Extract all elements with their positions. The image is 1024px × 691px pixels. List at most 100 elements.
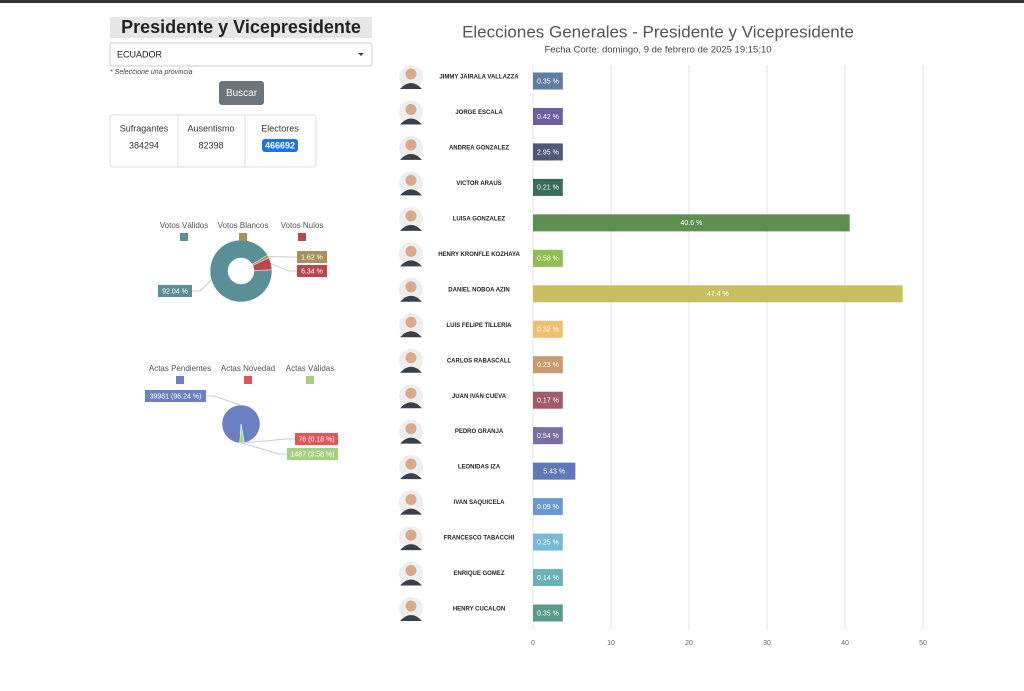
candidate-name: IVAN SAQUICELA [454,500,506,506]
value-label: 0.35 % [537,78,559,85]
value-label-bg [533,249,563,267]
value-label-bg [533,178,563,196]
avatar-body [400,118,422,125]
slice-label: 92.04 % [162,288,188,295]
legend-swatch [180,233,188,241]
stat-value: 466692 [265,140,295,150]
avatar-head [405,174,417,186]
slice-label: 1487 (3.58 %) [291,451,335,458]
value-label: 0.54 % [537,433,559,440]
avatar-head [405,352,417,364]
avatar-head [405,316,417,328]
value-label-bg [533,533,563,551]
value-label: 0.42 % [537,114,559,121]
x-tick-label: 10 [607,640,615,647]
button-label[interactable]: Buscar [226,88,258,99]
candidate-name: PEDRO GRANJA [455,429,504,435]
candidate-name: DANIEL NOBOA AZIN [448,287,509,293]
button-bg[interactable] [219,81,264,105]
province-select[interactable]: ECUADOR [109,42,373,67]
avatar-body [400,508,422,515]
avatar-head [405,139,417,151]
legend-label: Actas Pendientes [149,364,211,373]
candidate-name: LUIS FELIPE TILLERIA [446,323,512,329]
candidate-name: LEONIDAS IZA [458,465,501,471]
stat-value: 82398 [198,140,223,150]
x-tick-label: 40 [841,640,849,647]
chart-title: Elecciones Generales - Presidente y Vice… [462,22,854,41]
value-label: 0.21 % [537,185,559,192]
value-label: 0.09 % [537,504,559,511]
slice-label-bg [158,285,192,297]
legend-label: Votos Válidos [160,221,208,230]
slice-label: 39981 (96.24 %) [150,393,202,400]
value-label-bg [533,391,563,409]
avatar-body [400,189,422,196]
avatar-body [400,473,422,480]
legend-label: Votos Blancos [218,221,269,230]
select-value[interactable]: ECUADOR [117,49,163,59]
bar [533,214,850,232]
pie-slice [252,257,273,271]
avatar-head [405,423,417,435]
avatar-body [400,295,422,302]
legend-label: Actas Novedad [221,364,275,373]
stat-label: Ausentismo [187,123,234,133]
avatar-body [400,224,422,231]
select-caret[interactable] [358,53,364,56]
avatar-head [405,565,417,577]
leader-line [192,279,212,292]
value-label: 0.17 % [537,398,559,405]
leader-line [268,255,297,258]
slice-label-bg [295,433,338,445]
slice-label: 6.34 % [301,268,323,275]
legend-label: Votos Nulos [281,221,324,230]
value-label-bg [533,72,563,90]
slice-label: 1.62 % [301,254,323,261]
avatar-head [405,245,417,257]
value-label-bg [533,143,563,161]
x-tick-label: 30 [763,640,771,647]
value-label: 0.35 % [537,610,559,617]
leader-line [241,442,287,455]
legend-swatch [306,376,314,384]
candidate-name: HENRY KRONFLE KOZHAYA [438,252,520,258]
leader-line [270,263,297,272]
avatar-head [405,68,417,80]
chart-subtitle: Fecha Corte: domingo, 9 de febrero de 20… [544,45,771,56]
pie-slice [209,239,273,303]
page-title: Presidente y Vicepresidente [121,17,361,37]
title-box [110,17,372,38]
candidate-name: FRANCESCO TABACCHI [444,536,515,542]
bar [533,462,576,480]
avatar-head [405,210,417,222]
legend-swatch [298,233,306,241]
avatar-head [405,600,417,612]
value-label: 0.58 % [537,256,559,263]
value-label: 5.43 % [543,468,565,475]
value-label-bg [533,604,563,622]
avatar-head [405,103,417,115]
avatar-body [400,615,422,621]
x-tick-label: 50 [919,640,927,647]
value-label: 0.25 % [537,539,559,546]
value-label: 2.95 % [537,149,559,156]
slice-label: 76 (0.18 %) [298,436,334,443]
x-tick-label: 20 [685,640,693,647]
value-label-bg [533,569,563,587]
x-tick-label: 0 [531,640,535,647]
avatar-body [400,260,422,267]
avatar-body [400,579,422,586]
candidate-name: CARLOS RABASCALL [447,358,512,364]
leader-line [244,438,295,444]
search-button[interactable]: Buscar [219,81,264,105]
value-label: 0.14 % [537,575,559,582]
avatar-body [400,544,422,551]
stat-value: 384294 [129,140,159,150]
candidate-name: ENRIQUE GOMEZ [453,571,504,577]
select-box[interactable] [109,42,373,67]
value-label-bg [533,320,563,338]
candidate-name: ANDREA GONZALEZ [449,146,509,152]
candidate-name: VICTOR ARAUS [456,181,501,187]
